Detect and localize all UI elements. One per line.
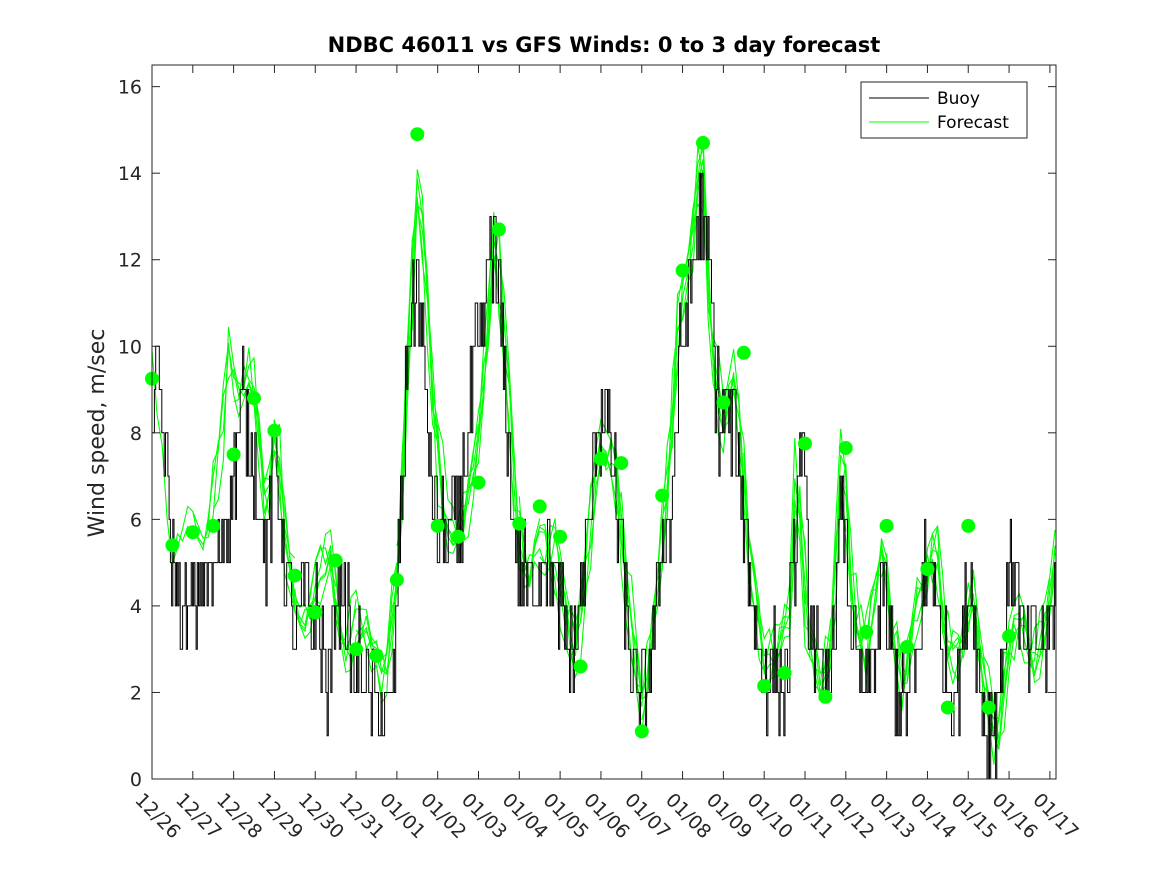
y-tick-label: 12 xyxy=(118,250,142,272)
y-axis-label: Wind speed, m/sec xyxy=(85,329,110,538)
forecast-series-line xyxy=(988,572,1056,720)
forecast-marker xyxy=(777,666,792,680)
legend-box xyxy=(860,81,1028,139)
forecast-marker xyxy=(675,263,690,278)
forecast-marker xyxy=(593,451,608,466)
forecast-marker xyxy=(981,700,996,715)
forecast-marker xyxy=(410,127,425,142)
forecast-marker xyxy=(308,605,323,620)
y-tick-label: 8 xyxy=(130,423,142,445)
forecast-marker xyxy=(614,456,629,471)
forecast-marker xyxy=(165,538,180,553)
forecast-marker xyxy=(471,475,486,490)
forecast-marker xyxy=(696,135,710,150)
forecast-marker xyxy=(900,640,914,654)
forecast-marker xyxy=(553,529,568,544)
forecast-series-line xyxy=(253,390,378,664)
chart-title: NDBC 46011 vs GFS Winds: 0 to 3 day fore… xyxy=(328,33,881,57)
forecast-marker xyxy=(655,488,670,503)
y-tick-label: 2 xyxy=(130,682,142,704)
forecast-marker xyxy=(185,525,200,540)
forecast-marker xyxy=(328,553,343,568)
forecast-marker xyxy=(389,572,404,587)
forecast-marker xyxy=(430,518,445,533)
forecast-marker xyxy=(349,642,364,657)
y-tick-label: 14 xyxy=(118,163,142,185)
y-tick-label: 6 xyxy=(130,509,142,531)
axes-frame xyxy=(151,64,1057,780)
forecast-marker xyxy=(879,518,894,533)
forecast-marker xyxy=(818,689,833,704)
legend-buoy-label: Buoy xyxy=(937,89,980,109)
forecast-marker xyxy=(940,700,955,715)
forecast-marker xyxy=(757,679,772,693)
forecast-marker xyxy=(491,222,506,237)
forecast-marker xyxy=(287,568,302,583)
legend-forecast-label: Forecast xyxy=(937,113,1009,133)
forecast-marker xyxy=(451,529,466,544)
forecast-marker xyxy=(247,391,261,406)
forecast-marker xyxy=(206,518,221,533)
forecast-marker xyxy=(716,395,731,410)
forecast-marker xyxy=(920,562,935,577)
y-tick-label: 4 xyxy=(130,596,142,618)
forecast-series-line xyxy=(559,282,684,707)
forecast-marker xyxy=(226,447,241,462)
forecast-marker xyxy=(267,423,282,438)
forecast-series-line xyxy=(967,552,1056,740)
forecast-marker xyxy=(961,518,976,533)
forecast-marker xyxy=(634,724,649,739)
forecast-marker xyxy=(369,648,384,663)
y-tick-label: 16 xyxy=(118,77,142,99)
y-tick-label: 10 xyxy=(118,336,142,358)
forecast-marker xyxy=(798,436,812,451)
forecast-marker xyxy=(532,499,547,514)
legend: Buoy Forecast xyxy=(860,81,1028,139)
forecast-marker xyxy=(736,345,751,360)
forecast-marker xyxy=(512,516,527,531)
y-tick-label: 0 xyxy=(130,769,142,791)
forecast-marker xyxy=(1002,629,1017,644)
forecast-marker xyxy=(859,624,874,639)
forecast-marker xyxy=(573,659,588,674)
plot-area xyxy=(152,65,1056,779)
axes-background xyxy=(152,65,1056,779)
forecast-marker xyxy=(838,441,853,455)
series-layer xyxy=(145,127,1057,780)
buoy-series-line xyxy=(152,172,1057,780)
